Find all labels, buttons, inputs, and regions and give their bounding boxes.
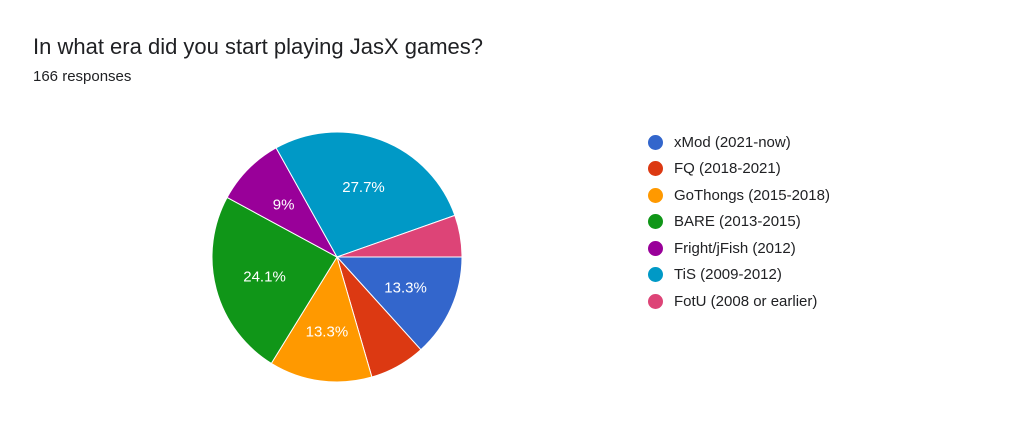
pie-slices	[211, 131, 463, 383]
pie-slice-label-3: 24.1%	[243, 268, 286, 285]
legend-swatch-icon	[648, 293, 663, 309]
chart-title: In what era did you start playing JasX g…	[33, 34, 484, 59]
pie-slice-2	[270, 255, 373, 383]
legend-label: Fright/jFish (2012)	[674, 239, 796, 257]
pie-slice-label-2: 13.3%	[306, 323, 349, 340]
pie-slice-labels: 13.3% 13.3% 24.1% 9% 27.7%	[243, 179, 427, 340]
response-count: 166 responses	[33, 68, 132, 85]
legend-label: GoThongs (2015-2018)	[674, 186, 830, 204]
legend-item: Fright/jFish (2012)	[648, 235, 830, 262]
legend-swatch-icon	[648, 134, 663, 150]
legend-item: GoThongs (2015-2018)	[648, 182, 830, 209]
legend-label: xMod (2021-now)	[674, 133, 791, 151]
pie-slice-label-0: 13.3%	[384, 279, 427, 296]
legend-item: BARE (2013-2015)	[648, 209, 830, 236]
legend-item: FotU (2008 or earlier)	[648, 288, 830, 315]
pie-slice-label-5: 27.7%	[342, 179, 385, 196]
pie-slice-0	[335, 256, 463, 351]
legend-item: FQ (2018-2021)	[648, 156, 830, 183]
legend-swatch-icon	[648, 214, 663, 230]
chart-legend: xMod (2021-now) FQ (2018-2021) GoThongs (2…	[648, 129, 830, 315]
pie-chart: 13.3% 13.3% 24.1% 9% 27.7%	[211, 131, 463, 383]
legend-swatch-icon	[648, 240, 663, 256]
pie-slice-3	[211, 196, 338, 365]
pie-slice-5	[275, 131, 456, 258]
pie-slice-6	[336, 214, 463, 258]
legend-label: FotU (2008 or earlier)	[674, 292, 818, 310]
legend-label: TiS (2009-2012)	[674, 266, 782, 284]
legend-swatch-icon	[648, 161, 663, 177]
legend-item: xMod (2021-now)	[648, 129, 830, 156]
pie-slice-label-4: 9%	[273, 196, 295, 213]
legend-item: TiS (2009-2012)	[648, 262, 830, 289]
legend-label: BARE (2013-2015)	[674, 213, 801, 231]
legend-swatch-icon	[648, 187, 663, 203]
legend-label: FQ (2018-2021)	[674, 160, 781, 178]
legend-swatch-icon	[648, 267, 663, 283]
